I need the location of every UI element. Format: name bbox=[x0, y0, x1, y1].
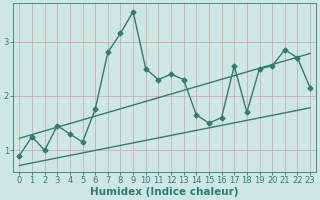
X-axis label: Humidex (Indice chaleur): Humidex (Indice chaleur) bbox=[91, 187, 239, 197]
